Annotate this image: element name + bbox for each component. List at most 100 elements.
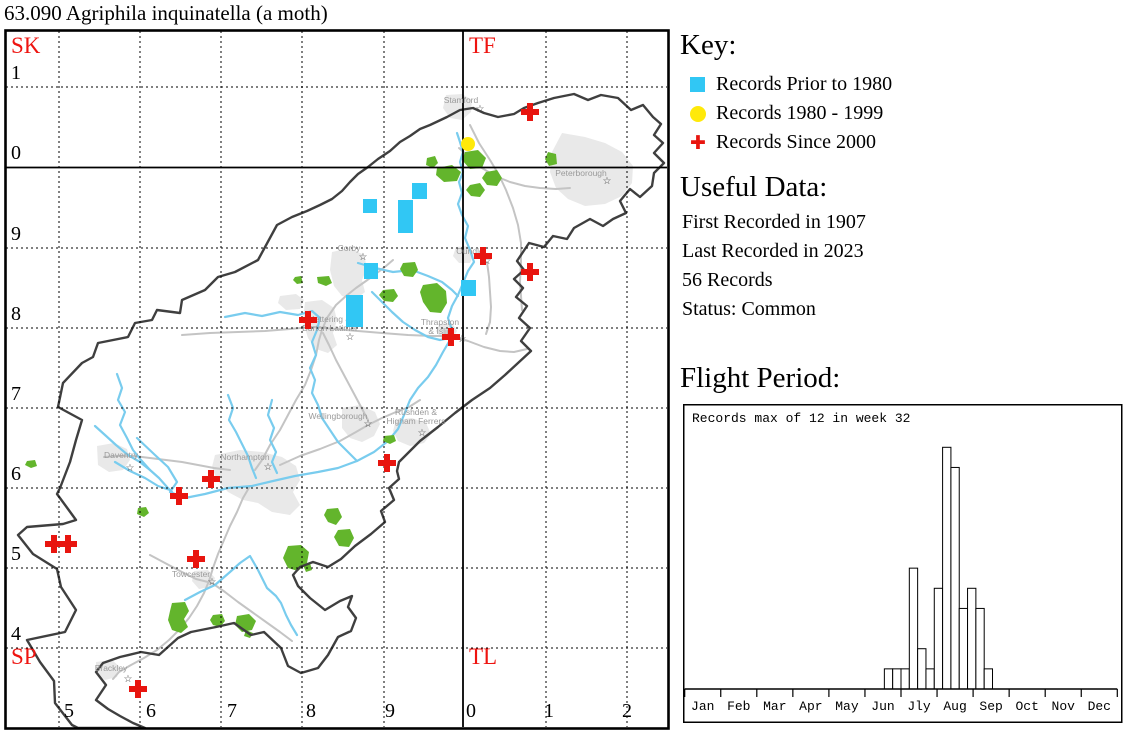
town-name-label: Brackley [95,663,128,673]
flight-week-bar [917,648,927,690]
record-marker-pre1980 [346,295,363,327]
key-item-label: Records Prior to 1980 [716,73,893,95]
map-border [4,29,670,730]
town-name-label: Daventry [104,450,139,460]
month-label: Apr [799,699,822,714]
1980-1999-circle-icon [690,105,712,122]
roads [103,124,571,680]
since2000-cross-icon: ✚ [690,131,706,154]
town-name-label: Kettering & Burton Latimer [302,314,358,333]
town-name-label: Wellingborough [309,411,368,421]
grid-row-label: 6 [11,463,21,485]
key-heading: Key: [680,29,737,61]
month-label: Jan [691,699,714,714]
month-label: May [835,699,859,714]
grid-col-label: 1 [544,700,554,722]
flight-week-bar [933,587,944,690]
town-name-label: Thrapston & Islip [421,317,460,336]
flight-week-bar [983,668,994,690]
county-boundary [16,92,666,730]
month-label: Aug [943,699,966,714]
grid-zone-label: SK [11,33,41,58]
town-star-icon: ☆ [364,419,373,430]
grid-col-label: 7 [227,700,237,722]
town: ☆Oundle [456,246,491,267]
town: ☆Stamford [444,95,485,115]
town: ☆Peterborough [555,168,611,187]
useful-data-list: First Recorded in 1907 Last Recorded in … [682,208,866,324]
flight-week-bar [883,668,894,690]
town-star-icon: ☆ [476,104,485,115]
grid-col-label: 0 [466,700,476,722]
record-marker-since2000 [59,535,77,553]
record-marker-pre1980 [412,183,427,199]
month-label: Feb [727,699,750,714]
record-marker-since2000 [474,247,492,265]
flight-period-chart: Records max of 12 in week 32 Jan Feb Mar Apr… [683,404,1123,723]
grid-col-label: 9 [385,700,395,722]
flight-week-bar [975,607,985,690]
record-marker-since2000 [45,535,63,553]
useful-data-heading: Useful Data: [680,171,828,203]
flight-week-bar [925,668,935,690]
town-name-label: Northampton [220,452,269,462]
status-line: Status: Common [682,298,816,320]
town-star-icon: ☆ [603,176,612,187]
flight-week-bar [892,668,902,690]
grid-zone-label: TF [469,33,496,58]
chart-caption: Records max of 12 in week 32 [692,411,910,426]
town-star-icon: ☆ [208,577,217,588]
town-star-icon: ☆ [359,252,368,263]
record-marker-since2000 [521,263,539,281]
town-star-icon: ☆ [126,463,135,474]
flight-period-heading: Flight Period: [680,362,841,394]
town: ☆Thrapston & Islip [421,317,467,345]
town: ☆Brackley [95,663,133,685]
key-legend: Records Prior to 1980 Records 1980 - 199… [690,70,892,157]
town-star-icon: ☆ [124,674,133,685]
record-marker-since2000 [187,550,205,568]
key-item-label: Records 1980 - 1999 [716,102,884,124]
urban-areas [96,94,633,680]
town-star-icon: ☆ [264,462,273,473]
flight-week-bar [942,446,952,690]
flight-week-bar [900,668,910,690]
pre1980-square-icon [690,77,712,92]
town: ☆Wellingborough [309,411,373,430]
page-title: 63.090 Agriphila inquinatella (a moth) [4,1,328,25]
grid-row-label: 8 [11,303,21,325]
woodland-patches [25,150,557,638]
grid-zone-label: SP [11,644,37,669]
grid-row-label: 5 [11,543,21,565]
grid-row-label: 9 [11,223,21,245]
record-marker-pre1980 [363,199,377,213]
town-star-icon: ☆ [346,332,355,343]
grid-col-label: 6 [146,700,156,722]
record-marker-since2000 [170,487,188,505]
key-item-since2000: ✚ Records Since 2000 [690,128,892,157]
key-item-1980-1999: Records 1980 - 1999 [690,99,892,128]
grid-zone-label: TL [469,644,497,669]
grid-row-label: 0 [11,142,21,164]
flight-week-bar [908,567,919,690]
month-label: Oct [1015,699,1038,714]
month-label: Jun [871,699,894,714]
town-name-label: Corby [338,243,361,253]
first-recorded-line: First Recorded in 1907 [682,211,866,233]
record-marker-since2000 [378,454,396,472]
record-marker-pre1980 [364,263,378,279]
town: ☆ Daventry [104,450,139,474]
town: ☆Northampton [220,452,272,473]
grid-col-label: 8 [306,700,316,722]
record-marker-since2000 [442,328,460,346]
month-label: Mar [763,699,786,714]
grid-col-label: 5 [64,700,74,722]
month-label: Sep [979,699,1002,714]
town-name-label: Peterborough [555,168,607,178]
record-markers [45,103,539,698]
town-star-icon: ☆ [418,428,427,439]
town-labels: ☆Stamford☆Peterborough☆Corby☆Oundle☆Kett… [95,95,612,685]
town-star-icon: ☆ [458,334,467,345]
grid-row-label: 1 [11,62,21,84]
